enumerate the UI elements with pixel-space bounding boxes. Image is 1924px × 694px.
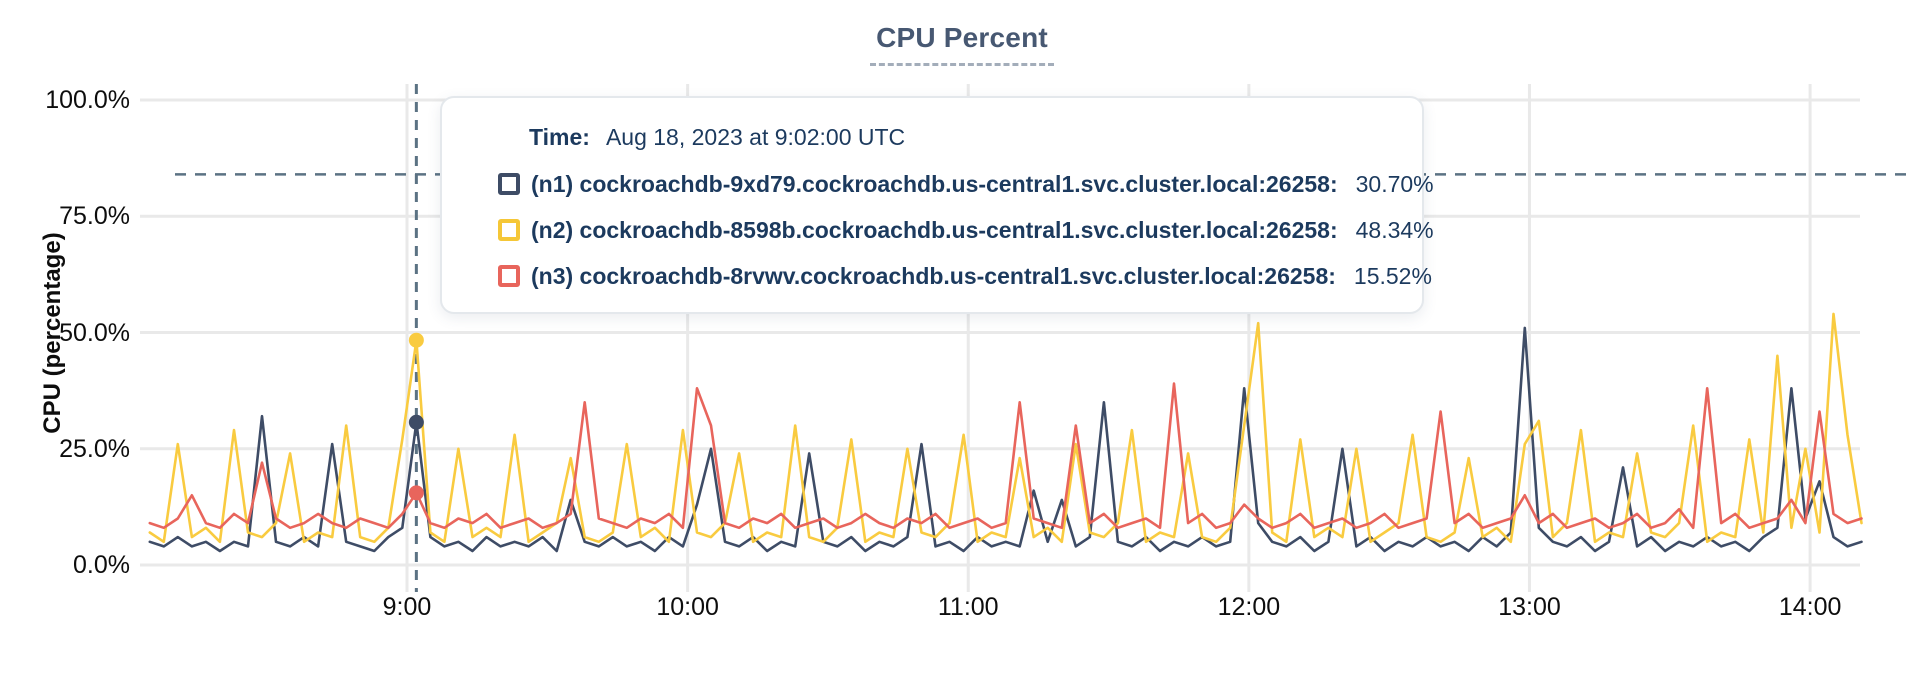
series-swatch-n2-icon xyxy=(498,219,520,241)
y-tick-label-0.0%: 0.0% xyxy=(73,551,130,579)
series-line-n3[interactable] xyxy=(148,382,1863,530)
tooltip-series-name-n1: (n1) cockroachdb-9xd79.cockroachdb.us-ce… xyxy=(531,171,1338,197)
x-tick-label-12:00: 12:00 xyxy=(1217,593,1281,621)
tooltip-series-value-n3: 15.52% xyxy=(1353,263,1432,289)
chart-title[interactable]: CPU Percent xyxy=(870,22,1054,66)
tooltip-time-row: Time: Aug 18, 2023 at 9:02:00 UTC xyxy=(498,123,1392,151)
x-tick-label-11:00: 11:00 xyxy=(937,593,999,621)
tooltip-series-name-n2: (n2) cockroachdb-8598b.cockroachdb.us-ce… xyxy=(531,217,1338,243)
series-line-n2[interactable] xyxy=(148,312,1863,544)
hover-tooltip: Time: Aug 18, 2023 at 9:02:00 UTC (n1) co… xyxy=(440,96,1434,314)
y-tick-label-25.0%: 25.0% xyxy=(59,434,130,463)
hover-dot-n3 xyxy=(408,485,424,501)
tooltip-row-n2: (n2) cockroachdb-8598b.cockroachdb.us-ce… xyxy=(498,217,1434,243)
y-tick-label-100.0%: 100.0% xyxy=(45,86,130,114)
series-swatch-n1-icon xyxy=(498,173,520,195)
tooltip-series-name-n3: (n3) cockroachdb-8rvwv.cockroachdb.us-ce… xyxy=(531,263,1336,289)
x-tick-label-9:00: 9:00 xyxy=(382,593,432,621)
y-tick-label-75.0%: 75.0% xyxy=(59,202,130,231)
hover-dot-n2 xyxy=(408,332,424,348)
series-line-n1[interactable] xyxy=(148,326,1863,553)
tooltip-time-value: Aug 18, 2023 at 9:02:00 UTC xyxy=(605,124,906,150)
x-tick-label-14:00: 14:00 xyxy=(1778,593,1842,621)
tooltip-time-label: Time: xyxy=(529,124,590,150)
tooltip-row-n3: (n3) cockroachdb-8rvwv.cockroachdb.us-ce… xyxy=(498,263,1432,289)
x-tick-label-10:00: 10:00 xyxy=(656,593,719,621)
chart-title-row: CPU Percent xyxy=(0,22,1924,66)
y-tick-label-50.0%: 50.0% xyxy=(59,318,130,347)
series-swatch-n3-icon xyxy=(498,265,520,287)
tooltip-row-n1: (n1) cockroachdb-9xd79.cockroachdb.us-ce… xyxy=(498,171,1434,197)
tooltip-series-value-n1: 30.70% xyxy=(1355,171,1434,197)
tooltip-series-value-n2: 48.34% xyxy=(1355,217,1434,243)
hover-dot-n1 xyxy=(408,414,424,430)
x-tick-label-13:00: 13:00 xyxy=(1498,593,1561,621)
